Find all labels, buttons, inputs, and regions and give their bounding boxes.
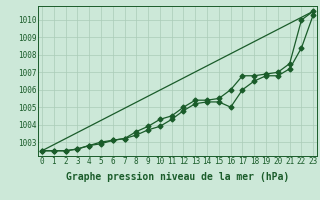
X-axis label: Graphe pression niveau de la mer (hPa): Graphe pression niveau de la mer (hPa) [66,172,289,182]
